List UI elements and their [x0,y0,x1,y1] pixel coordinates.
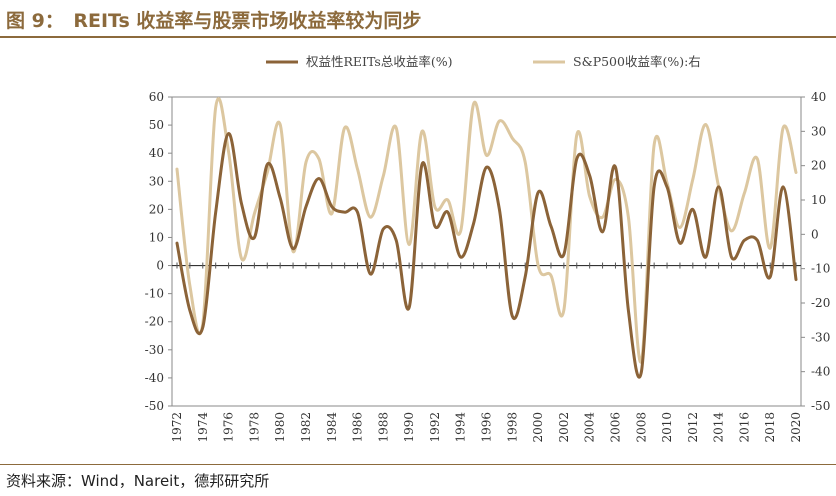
right-axis-tick-label: 20 [811,159,826,173]
legend-item-reits-label: 权益性REITs总收益率(%) [306,54,452,69]
x-axis-tick-label: 2010 [660,412,674,443]
left-axis-tick-label: -10 [145,287,164,301]
left-axis-tick-label: 50 [149,118,164,132]
figure-title: 图 9： REITs 收益率与股票市场收益率较为同步 [6,10,422,32]
title-bar: 图 9： REITs 收益率与股票市场收益率较为同步 [0,0,836,38]
left-axis-tick-label: 10 [149,230,164,244]
left-axis-tick-label: 20 [149,202,164,216]
x-axis-tick-label: 1996 [480,412,494,443]
right-axis-tick-label: -50 [811,399,830,413]
x-axis-tick-label: 1994 [454,412,468,443]
line-chart: -50 -40 -30 -20 -10 0 10 20 30 40 50 60 -50 -40 -30 -20… [145,54,831,443]
x-axis-tick-label: 1976 [222,412,236,443]
right-axis-tick-label: 10 [811,193,826,207]
x-axis-tick-label: 2004 [583,412,597,443]
x-axis-tick-label: 1986 [351,412,365,443]
x-axis-tick-label: 1988 [376,412,390,443]
x-axis-tick-label: 1990 [402,412,416,443]
x-axis-tick-label: 1978 [247,412,261,443]
x-axis-tick-label: 1992 [428,412,442,443]
x-axis-tick-label: 2000 [531,412,545,443]
x-axis-tick-label: 1974 [196,412,210,443]
right-axis-tick-label: -30 [811,330,830,344]
right-axis-tick-label: -20 [811,296,830,310]
x-axis-tick-label: 2020 [789,412,803,443]
x-axis-tick-label: 2006 [608,412,622,443]
right-axis-tick-label: 30 [811,124,826,138]
right-axis-tick-label: -40 [811,365,830,379]
series-line-sp500 [175,97,798,364]
left-axis-tick-label: 0 [156,259,164,273]
footer-divider [0,464,836,465]
x-axis-tick-label: 1980 [273,412,287,443]
x-axis-tick-label: 2002 [557,412,571,443]
left-axis-tick-label: -30 [145,343,164,357]
left-axis-tick-label: -20 [145,315,164,329]
plot-frame [171,96,802,407]
x-axis-tick-label: 1972 [170,412,184,443]
x-axis-tick-label: 2016 [737,412,751,443]
x-axis-tick-label: 2014 [712,412,726,443]
x-axis-tick-label: 1982 [299,412,313,443]
x-axis-tick-label: 1984 [325,412,339,443]
left-axis-tick-label: -40 [145,371,164,385]
right-axis-tick-label: 0 [811,227,819,241]
left-axis-tick-label: 40 [149,146,164,160]
left-axis-tick-label: 30 [149,174,164,188]
x-axis-tick-label: 2012 [686,412,700,443]
x-axis-tick-label: 2018 [763,412,777,443]
series-line-reits [175,131,798,379]
x-axis-tick-label: 2008 [634,412,648,443]
source-note: 资料来源：Wind，Nareit，德邦研究所 [6,472,270,490]
x-axis-tick-label: 1998 [505,412,519,443]
left-axis-tick-label: -50 [145,399,164,413]
right-axis-tick-label: 40 [811,90,826,104]
right-axis-tick-label: -10 [811,262,830,276]
title-divider [0,36,836,38]
legend-item-sp500-label: S&P500收益率(%):右 [573,54,701,69]
left-axis-tick-label: 60 [149,90,164,104]
